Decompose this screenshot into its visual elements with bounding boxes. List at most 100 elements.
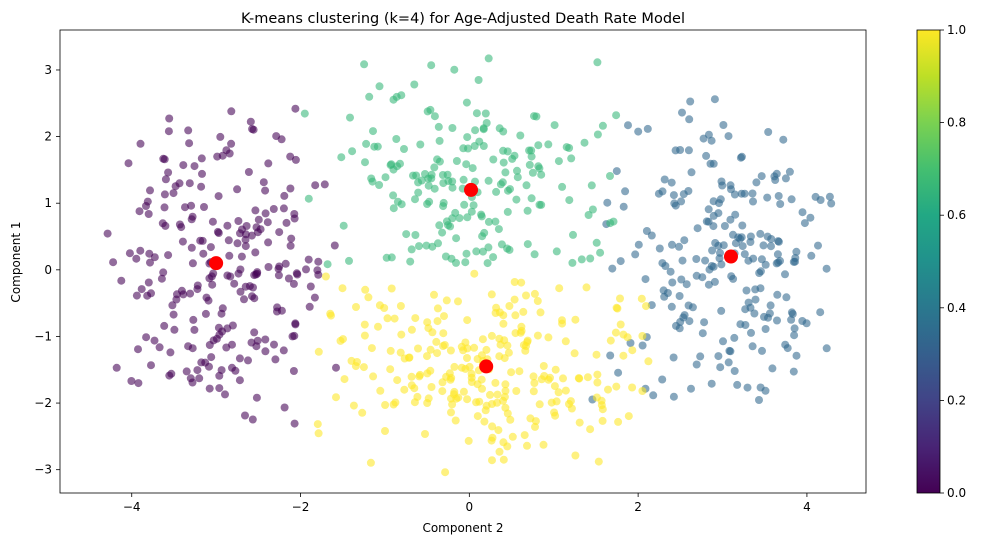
data-point xyxy=(539,362,548,370)
data-point xyxy=(339,335,347,344)
data-point xyxy=(477,375,486,384)
colorbar-tick-label: 0.6 xyxy=(947,208,966,222)
data-point xyxy=(165,114,174,123)
data-point xyxy=(707,379,716,388)
data-point xyxy=(781,270,789,279)
data-point xyxy=(767,242,775,251)
data-point xyxy=(527,194,536,203)
data-point xyxy=(678,256,687,265)
data-point xyxy=(381,173,390,182)
data-point xyxy=(660,175,669,184)
data-point xyxy=(286,184,295,193)
data-point xyxy=(783,344,792,353)
data-point xyxy=(494,225,503,234)
data-point xyxy=(744,298,753,307)
data-point xyxy=(638,332,647,340)
data-point xyxy=(275,228,284,237)
data-point xyxy=(667,178,676,187)
data-point xyxy=(217,309,226,318)
data-point xyxy=(593,130,602,139)
data-point xyxy=(530,250,539,259)
data-point xyxy=(252,342,261,351)
data-point xyxy=(736,320,745,329)
data-point xyxy=(729,274,738,283)
data-point xyxy=(416,140,425,149)
data-point xyxy=(717,306,726,315)
data-point xyxy=(760,312,768,321)
data-point xyxy=(717,260,726,269)
data-point xyxy=(411,231,420,239)
data-point xyxy=(533,297,542,305)
data-point xyxy=(724,132,733,141)
colorbar xyxy=(916,29,941,494)
data-point xyxy=(304,255,313,264)
data-point xyxy=(707,262,716,270)
data-point xyxy=(479,247,487,256)
colorbar-axis: 0.0 0.2 0.4 0.6 0.8 1.0 xyxy=(940,23,966,500)
data-point xyxy=(195,374,204,383)
data-point xyxy=(491,378,500,387)
centers-layer xyxy=(209,182,738,374)
data-point xyxy=(658,187,667,196)
data-point xyxy=(791,254,800,262)
data-point xyxy=(199,249,208,258)
data-point xyxy=(396,302,405,310)
data-point xyxy=(506,415,515,424)
data-point xyxy=(170,325,179,334)
data-point xyxy=(530,379,539,387)
data-point xyxy=(461,258,470,267)
data-point xyxy=(365,92,374,101)
data-point xyxy=(806,213,815,222)
data-point xyxy=(432,337,441,346)
data-point xyxy=(382,253,391,262)
data-point xyxy=(523,206,532,215)
data-point xyxy=(186,374,195,383)
data-point xyxy=(608,264,617,273)
data-point xyxy=(393,376,402,385)
data-point xyxy=(552,397,561,406)
data-point xyxy=(516,131,525,140)
data-point xyxy=(405,353,414,362)
data-point xyxy=(463,213,472,222)
data-point xyxy=(424,394,433,403)
data-point xyxy=(491,217,500,226)
data-point xyxy=(523,441,531,450)
data-point xyxy=(134,379,143,388)
data-point xyxy=(236,265,245,274)
data-point xyxy=(198,169,206,178)
data-point xyxy=(430,184,439,193)
data-point xyxy=(389,400,398,409)
data-point xyxy=(364,293,373,302)
data-point xyxy=(675,242,683,251)
data-point xyxy=(562,143,571,152)
data-point xyxy=(571,451,580,460)
data-point xyxy=(517,326,526,335)
data-point xyxy=(634,240,643,249)
data-point xyxy=(270,340,278,349)
data-point xyxy=(439,179,448,188)
data-point xyxy=(756,383,765,392)
data-point xyxy=(773,290,782,299)
data-point xyxy=(248,415,257,424)
data-point xyxy=(643,124,652,133)
data-point xyxy=(677,197,686,206)
data-point xyxy=(306,282,315,291)
data-point xyxy=(765,309,774,318)
data-point xyxy=(320,180,329,189)
data-point xyxy=(340,375,349,384)
data-point xyxy=(748,342,757,351)
data-point xyxy=(522,342,530,351)
data-point xyxy=(489,253,498,262)
data-point xyxy=(743,383,752,392)
data-point xyxy=(758,346,766,355)
data-point xyxy=(179,161,188,170)
data-point xyxy=(537,200,546,209)
data-point xyxy=(422,241,431,250)
data-point xyxy=(124,159,133,168)
x-tick-label: −4 xyxy=(123,500,141,514)
data-point xyxy=(612,167,621,176)
data-point xyxy=(462,249,471,258)
data-point xyxy=(559,374,567,383)
data-point xyxy=(785,167,794,176)
